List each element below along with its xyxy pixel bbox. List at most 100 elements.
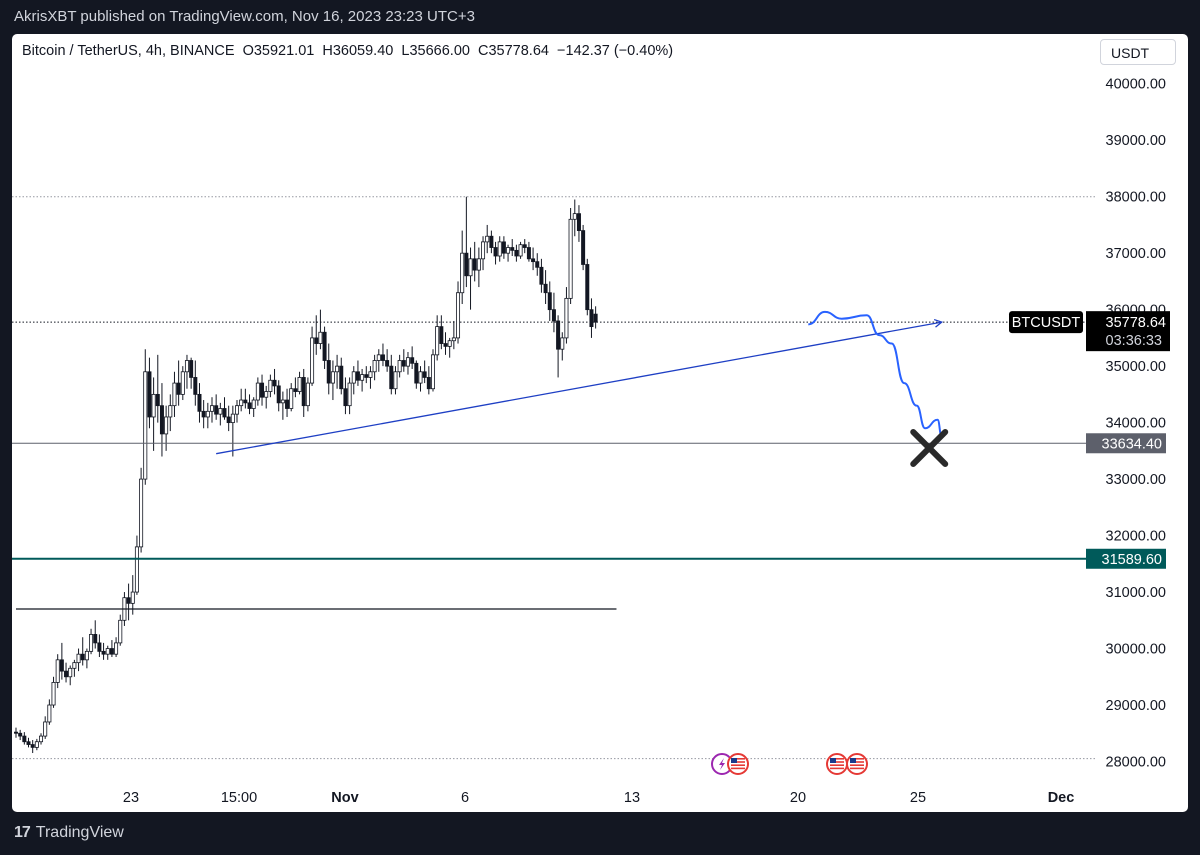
us-flag-icon-stripe [731,758,745,760]
candle [251,397,256,417]
legend-low: L35666.00 [401,43,470,59]
events-layer [711,753,868,775]
candle-body [464,252,469,277]
candle-body [230,413,235,424]
price-tick-label: 39000.00 [1106,133,1166,149]
price-axis: 40000.0039000.0038000.0037000.0036000.00… [1009,77,1170,771]
candle [184,354,189,389]
candle [293,377,298,398]
candle [347,377,352,415]
lightning-icon-glyph [719,758,725,770]
us-flag-icon [846,753,868,775]
candle [26,737,31,748]
candle [464,196,469,288]
candle [214,394,219,420]
candle-body [389,365,394,390]
candle [139,467,144,553]
candle [272,368,277,395]
candle [364,366,369,384]
candle-body [285,399,290,409]
tradingview-logo-icon: 17 [14,824,31,841]
candle-body [226,416,231,424]
candle-body [564,297,569,339]
candle-body [568,218,573,299]
candle-body [376,354,381,361]
candle [476,247,481,288]
candle [105,645,110,660]
candle-body [339,365,344,390]
candle [239,388,244,412]
candle [18,729,23,741]
candle-body [326,360,331,384]
candle [101,642,106,660]
candle-body [401,360,406,367]
candle [226,405,231,432]
candle-body [460,252,465,294]
candle-body [443,343,448,347]
candle [209,397,214,423]
candle-body [118,619,123,644]
candle-body [576,213,581,231]
candle-body [593,313,598,323]
candle-body [510,247,515,251]
candle-body [176,382,181,395]
candle-body [43,721,48,737]
candle [297,371,302,395]
candle [335,354,340,389]
price-chart[interactable]: 40000.0039000.0038000.0037000.0036000.00… [12,34,1188,812]
candle-body [372,360,377,373]
us-flag-icon-ring [846,753,868,775]
us-flag-icon-stripe [850,761,864,763]
candle [472,241,477,282]
candle [510,239,515,257]
candle-body [397,360,402,373]
candle [572,199,577,237]
candle-body [14,731,19,734]
candle-body [151,393,156,418]
candle-body [97,642,102,652]
candle [430,349,435,392]
candle [84,648,89,669]
candle-body [410,357,415,364]
grid-layer [12,196,1097,760]
legend-high: H36059.40 [322,43,394,59]
candle [368,366,373,389]
candle-body [251,399,256,409]
candle-body [205,410,210,418]
us-flag-icon [727,753,749,775]
candle [189,357,194,389]
candle-body [393,371,398,390]
time-tick-label: 25 [910,790,926,806]
tradingview-brand[interactable]: 17 TradingView [14,824,124,842]
time-tick-label: 20 [790,790,806,806]
candle-body [368,371,373,378]
candle-body [280,399,285,404]
candle-body [435,326,440,356]
candle-body [310,337,315,384]
trendline-arrowhead [933,318,944,328]
drawings-layer [12,310,1097,610]
candle [522,239,527,254]
candle-body [264,391,269,398]
us-flag-icon-canton [731,758,737,763]
candle [481,236,486,271]
candle [547,281,552,321]
candle [493,241,498,265]
publish-header: AkrisXBT published on TradingView.com, N… [0,0,1200,34]
candlestick-series [14,196,598,754]
candle [310,326,315,386]
candle-body [155,393,160,407]
candle-body [218,408,223,415]
candle-body [80,653,85,661]
candle-body [506,247,511,254]
candle-body [30,744,35,748]
candle-body [222,408,227,418]
chart-panel[interactable]: 40000.00 39000.00 38000.00 37000.00 36000.00… [12,34,1188,812]
candle-body [322,331,327,361]
us-flag-icon-stripe [830,767,844,770]
candle-body [255,382,260,401]
candle [355,360,360,386]
currency-selector[interactable]: USDT [1100,39,1176,65]
candle [164,405,169,451]
candle [218,402,223,426]
